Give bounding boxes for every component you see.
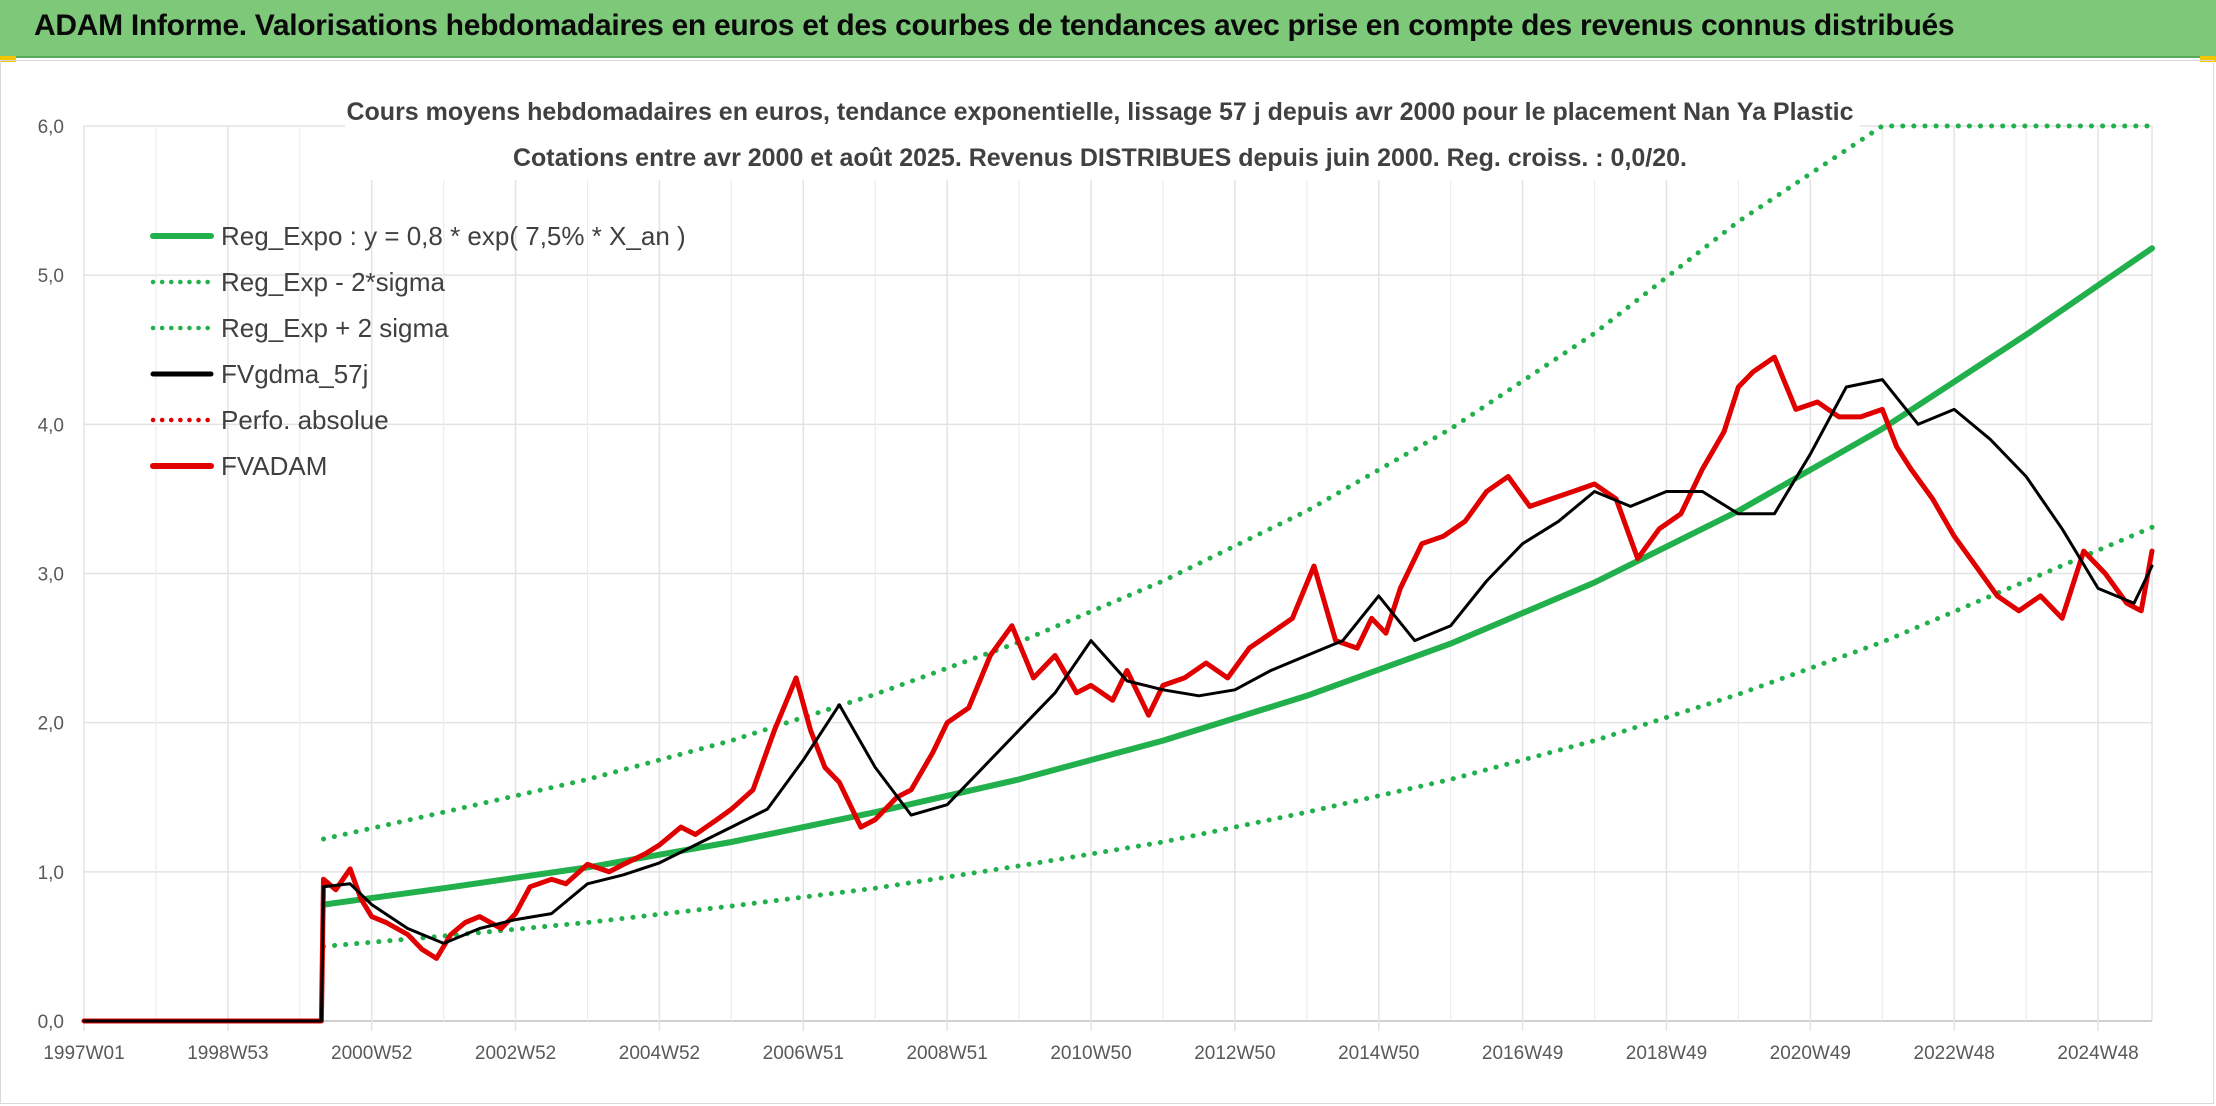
x-tick-label: 2016W49 (1482, 1043, 1563, 1064)
chart-subtitle: Cotations entre avr 2000 et août 2025. R… (513, 144, 1687, 172)
x-tick-label: 2000W52 (331, 1043, 412, 1064)
chart-title: Cours moyens hebdomadaires en euros, ten… (346, 98, 1853, 126)
x-tick-label: 2024W48 (2057, 1043, 2138, 1064)
report-title: ADAM Informe. Valorisations hebdomadaire… (34, 9, 1955, 42)
series-line-5 (81, 354, 2155, 1024)
legend-label: FVADAM (221, 451, 327, 481)
x-tick-label: 2002W52 (475, 1043, 556, 1064)
chart-frame (0, 60, 2214, 1104)
title-backdrop (345, 88, 1860, 180)
x-tick-label: 2022W48 (1914, 1043, 1995, 1064)
x-tick-label: 2018W49 (1626, 1043, 1707, 1064)
corner-marker-left (0, 56, 16, 62)
x-tick-label: 1997W01 (43, 1043, 124, 1064)
legend-label: Reg_Exp - 2*sigma (221, 267, 446, 297)
legend-label: Reg_Exp + 2 sigma (221, 313, 449, 343)
series-line-0 (320, 245, 2155, 908)
y-tick-label: 5,0 (38, 266, 64, 287)
x-tick-label: 2006W51 (763, 1043, 844, 1064)
x-tick-label: 2014W50 (1338, 1043, 1419, 1064)
report-banner: ADAM Informe. Valorisations hebdomadaire… (0, 0, 2216, 58)
legend-label: Reg_Expo : y = 0,8 * exp( 7,5% * X_an ) (221, 221, 686, 251)
grid (83, 125, 2153, 1031)
y-tick-label: 1,0 (38, 863, 64, 884)
y-tick-label: 6,0 (38, 117, 64, 138)
legend: Reg_Expo : y = 0,8 * exp( 7,5% * X_an ) R… (150, 221, 686, 481)
series-group (81, 123, 2155, 1024)
series-line-1 (321, 524, 2155, 949)
y-tick-label: 4,0 (38, 415, 64, 436)
y-tick-label: 2,0 (38, 714, 64, 735)
y-tick-label: 3,0 (38, 565, 64, 586)
y-axis: 0,0 1,0 2,0 3,0 4,0 5,0 6,0 (38, 117, 64, 1033)
x-tick-label: 2010W50 (1050, 1043, 1131, 1064)
x-tick-label: 2004W52 (619, 1043, 700, 1064)
series-line-3 (82, 378, 2154, 1023)
x-axis: 1997W01 1998W53 2000W52 2002W52 2004W52 2006W… (43, 1043, 2138, 1064)
legend-label: FVgdma_57j (221, 359, 368, 389)
x-tick-label: 2020W49 (1770, 1043, 1851, 1064)
y-tick-label: 0,0 (38, 1012, 64, 1033)
x-tick-label: 1998W53 (187, 1043, 268, 1064)
x-tick-label: 2008W51 (906, 1043, 987, 1064)
x-tick-label: 2012W50 (1194, 1043, 1275, 1064)
corner-marker-right (2200, 56, 2216, 62)
legend-label: Perfo. absolue (221, 405, 389, 435)
